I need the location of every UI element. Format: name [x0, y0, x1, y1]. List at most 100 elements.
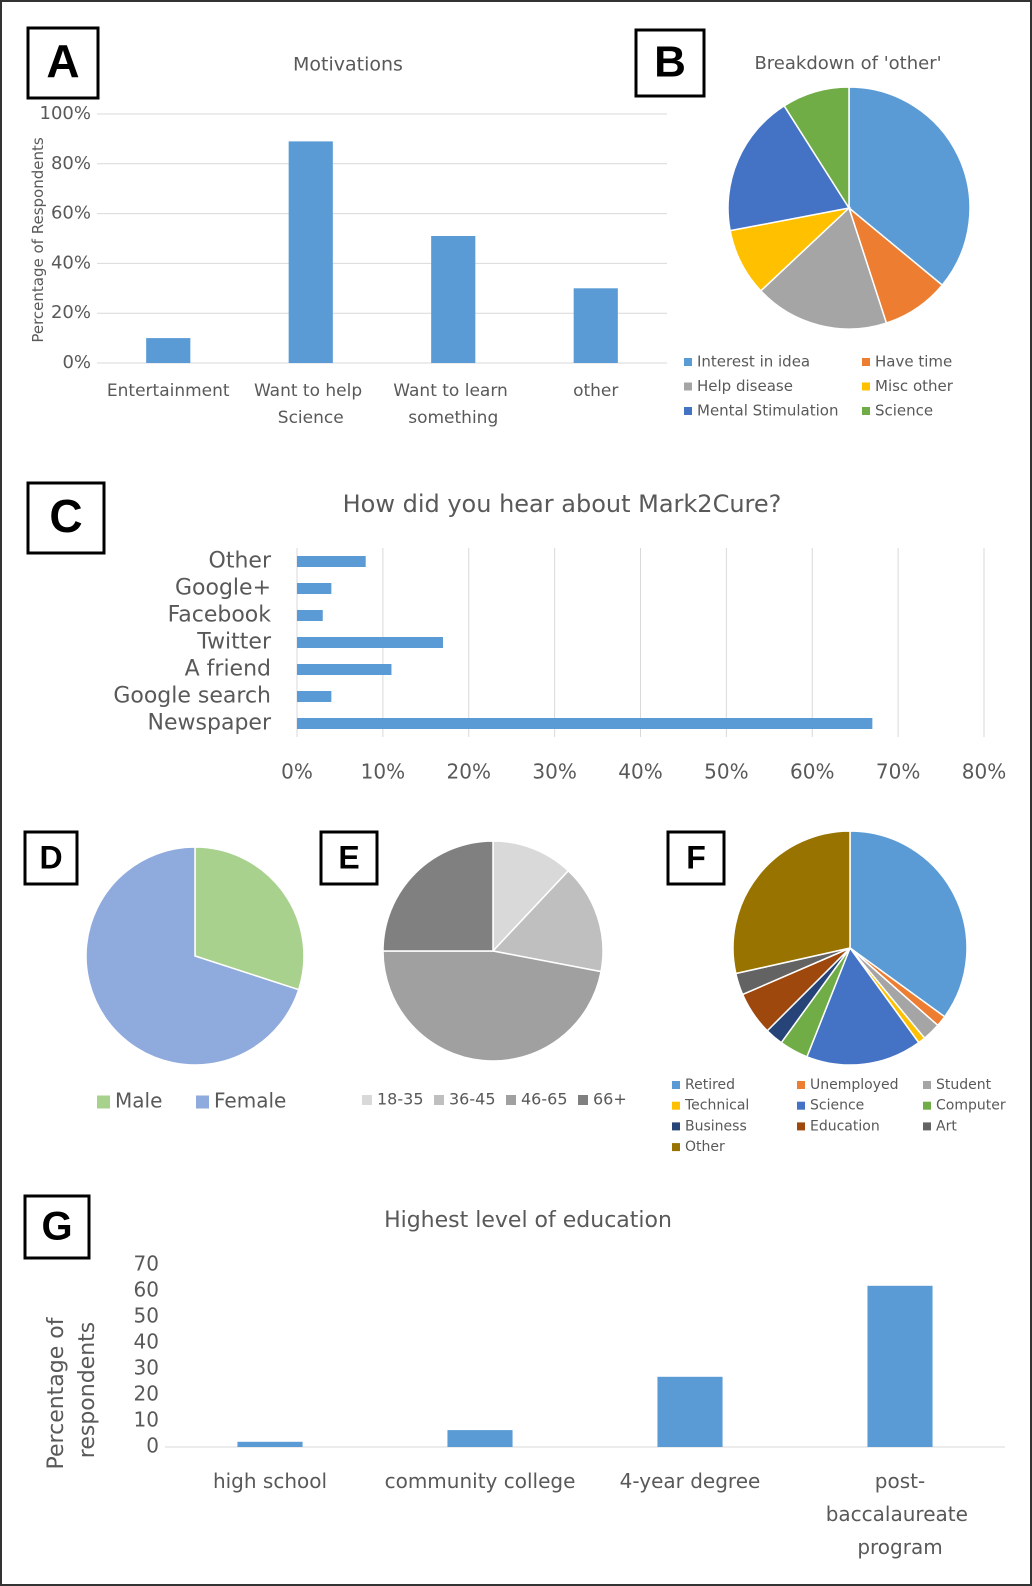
x-tick-label: 70% [876, 760, 920, 784]
bar [657, 1376, 723, 1447]
y-tick-label: Twitter [196, 630, 272, 655]
legend-swatch [797, 1122, 805, 1131]
x-tick-label: post-baccalaureate program [826, 1469, 975, 1559]
legend-label: Computer [936, 1098, 1006, 1114]
legend-swatch [862, 358, 870, 366]
legend-label: Help disease [697, 377, 793, 395]
bar [297, 583, 332, 594]
panel-letter: C [49, 490, 82, 542]
text-line: Percentage of Respondents [29, 137, 47, 343]
y-tick-label: 40 [134, 1330, 159, 1354]
legend-label: Science [875, 402, 933, 420]
panel-letter: E [338, 839, 359, 875]
panel-letter: B [654, 38, 686, 87]
y-tick-label: 10 [134, 1408, 159, 1432]
y-tick-label: 20% [51, 302, 91, 323]
x-tick-label: 20% [447, 760, 491, 784]
bar [297, 664, 392, 675]
pie-slice [491, 869, 604, 973]
x-tick-label: Want to help Science [254, 381, 368, 428]
y-tick-label: 20 [134, 1382, 159, 1406]
text-line: something [408, 408, 498, 428]
pie-slice [382, 950, 602, 1062]
legend-swatch [684, 382, 692, 391]
legend-label: Male [115, 1089, 162, 1113]
bar [288, 141, 333, 363]
panel-letter: G [41, 1205, 72, 1249]
y-tick-label: 50 [134, 1304, 159, 1328]
legend-swatch [923, 1101, 931, 1110]
panel-box [23, 1194, 91, 1260]
text-line: high school [213, 1469, 327, 1493]
x-tick-label: high school [213, 1469, 327, 1493]
panel-box [23, 830, 79, 886]
x-tick-label: 30% [532, 760, 576, 784]
panel-box [319, 830, 379, 886]
legend-label: Technical [684, 1098, 749, 1114]
legend-swatch [923, 1081, 931, 1089]
panel-box [666, 830, 726, 886]
text-line: respondents [75, 1322, 100, 1458]
chart-title: Breakdown of 'other' [754, 53, 941, 74]
legend-swatch [434, 1095, 444, 1105]
legend-swatch [97, 1095, 110, 1109]
legend-label: Education [810, 1118, 880, 1134]
pie-slice [727, 104, 851, 232]
bar [146, 338, 191, 363]
y-tick-label: 60% [51, 203, 91, 224]
pie-slice [492, 840, 570, 953]
legend-label: Unemployed [810, 1077, 899, 1093]
legend-label: 36-45 [449, 1090, 496, 1109]
pie-slice [783, 86, 850, 211]
legend-label: 66+ [593, 1090, 627, 1109]
legend-swatch [862, 407, 870, 415]
panel-letter: D [39, 839, 62, 875]
pie-slice [849, 830, 968, 1018]
x-tick-label: 10% [361, 760, 405, 784]
text-line: program [857, 1535, 942, 1559]
y-tick-label: Google+ [175, 576, 271, 601]
legend-label: Misc other [875, 377, 954, 395]
bar [297, 556, 366, 567]
chart-title: How did you hear about Mark2Cure? [343, 490, 782, 518]
legend-label: Female [214, 1089, 286, 1113]
text-line: post- [875, 1469, 925, 1493]
legend-label: Other [685, 1139, 725, 1155]
pie-slice [732, 830, 851, 975]
x-tick-label: Want to learn something [393, 381, 513, 428]
bar [297, 718, 873, 729]
bar [447, 1430, 513, 1447]
y-tick-label: 40% [51, 252, 91, 273]
text-line: Percentage of [44, 1311, 69, 1470]
legend-swatch [506, 1095, 516, 1105]
legend-label: Interest in idea [697, 353, 810, 371]
bar [867, 1285, 933, 1447]
y-tick-label: 100% [40, 103, 91, 124]
pie-slice [194, 846, 305, 991]
bar [573, 288, 618, 363]
text-line: Entertainment [107, 381, 230, 401]
legend-swatch [672, 1101, 680, 1110]
legend-label: Student [936, 1077, 992, 1093]
y-axis-label: Percentage of respondents [44, 1311, 100, 1470]
x-tick-label: 40% [618, 760, 662, 784]
bar [297, 637, 443, 648]
x-tick-label: other [573, 381, 618, 401]
legend-swatch [923, 1122, 931, 1131]
text-line: community college [385, 1469, 576, 1493]
x-tick-label: Entertainment [107, 381, 230, 401]
x-tick-label: 4-year degree [620, 1469, 761, 1493]
legend-swatch [578, 1095, 588, 1105]
legend-swatch [684, 358, 692, 366]
legend-swatch [862, 382, 870, 391]
y-tick-label: 80% [51, 153, 91, 174]
y-axis-label: Percentage of Respondents [29, 137, 47, 343]
legend-swatch [672, 1122, 680, 1131]
y-tick-label: Facebook [168, 603, 272, 628]
legend-swatch [672, 1081, 680, 1089]
bar [431, 236, 476, 363]
legend-swatch [362, 1095, 372, 1105]
x-tick-label: 0% [281, 760, 313, 784]
text-line: 4-year degree [620, 1469, 761, 1493]
